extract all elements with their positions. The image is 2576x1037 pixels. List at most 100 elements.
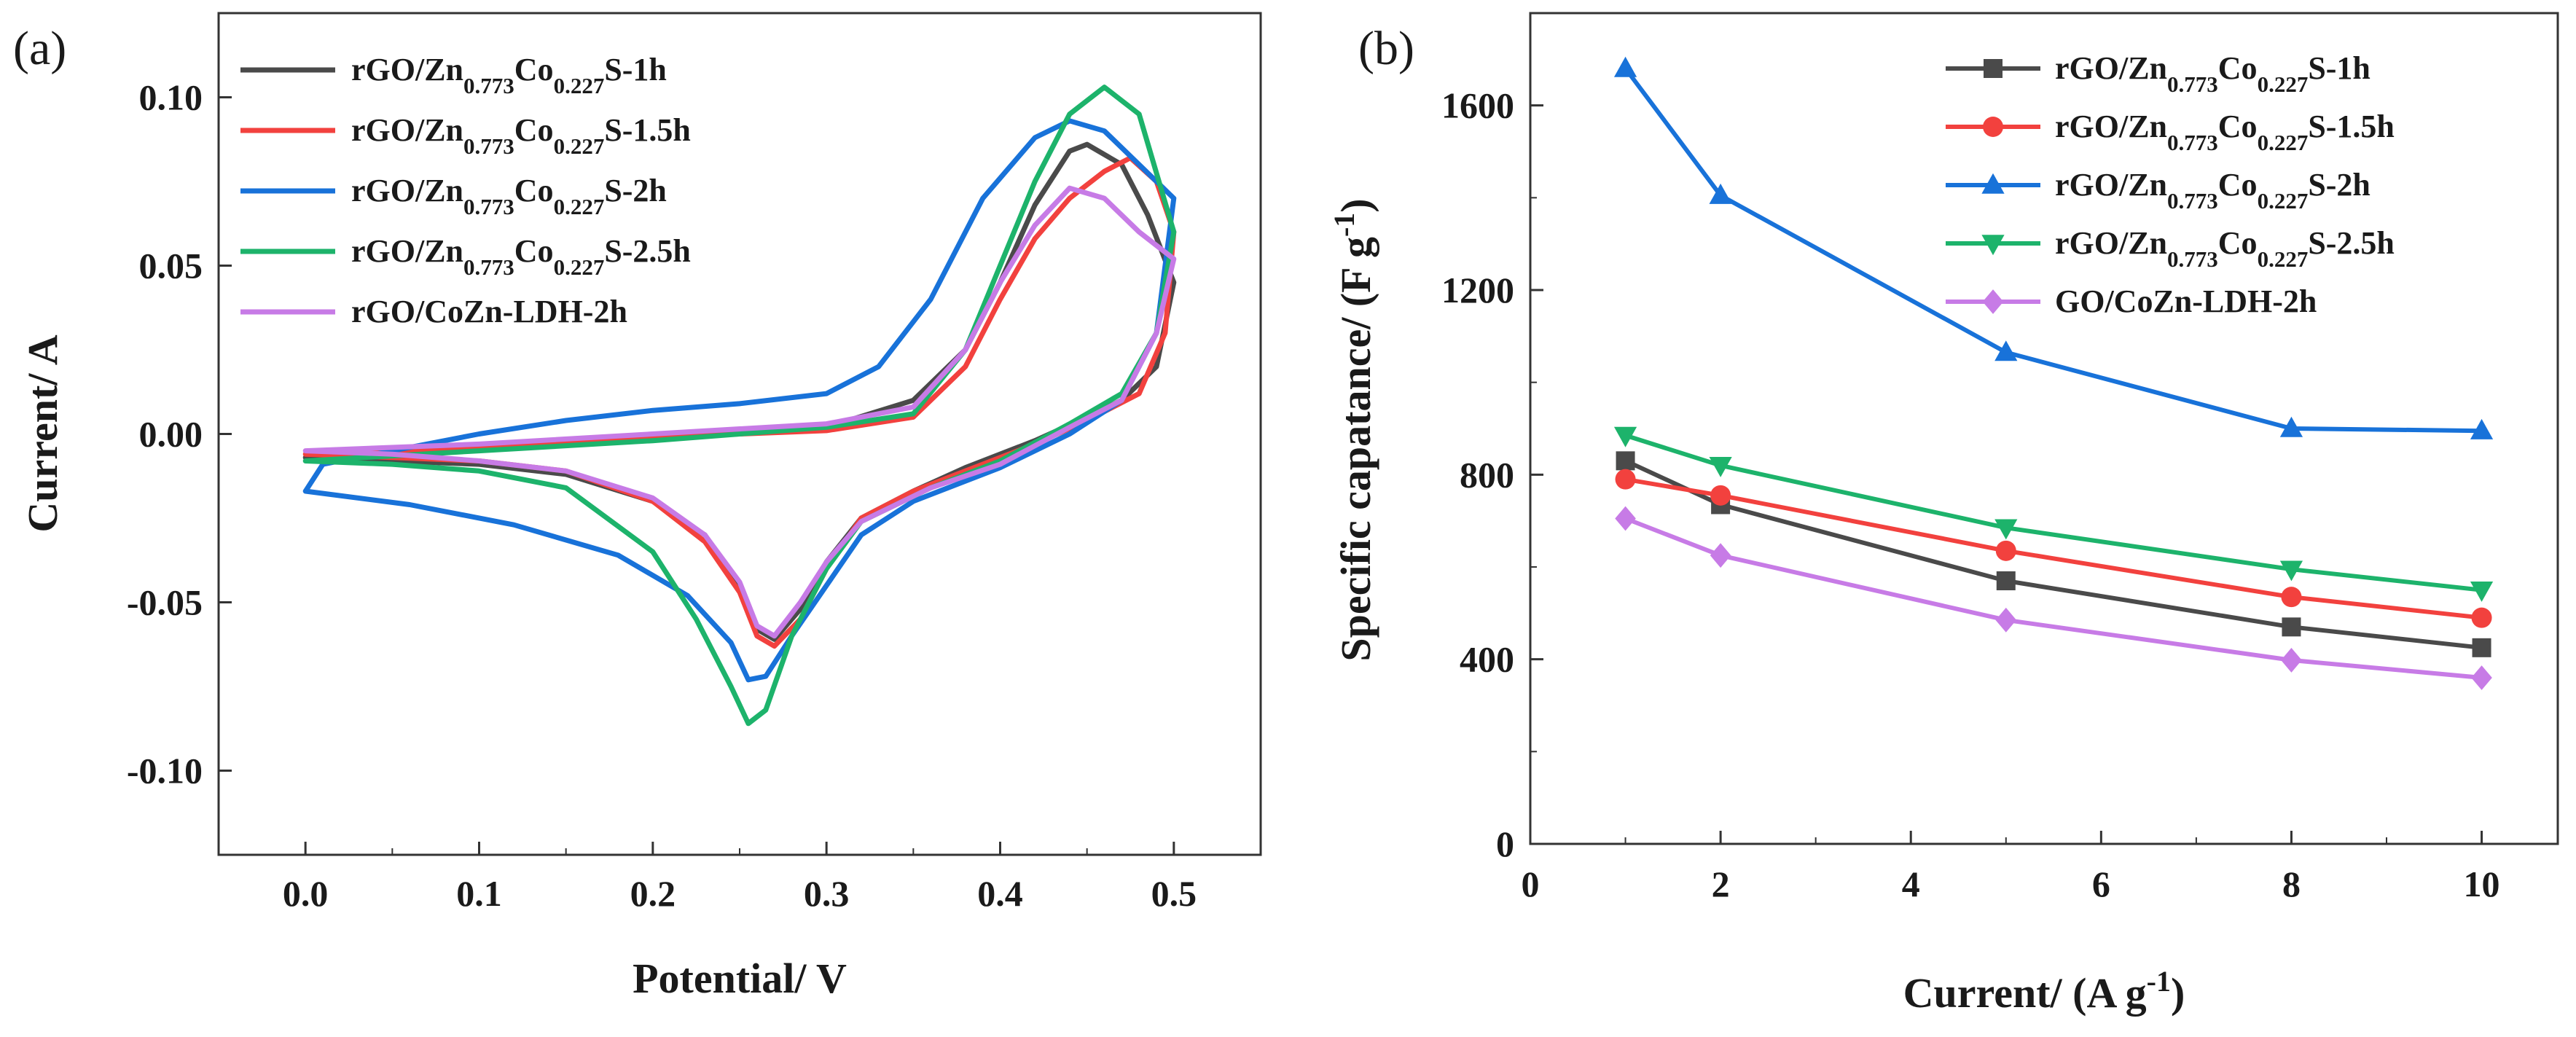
b-ytick-label: 800 (1460, 454, 1514, 495)
b-legend-marker (1984, 59, 2003, 78)
panel-b-ylabel-end: ) (1332, 198, 1379, 212)
b-legend-marker (1983, 117, 2003, 137)
panel-a: (a) 0.0 0.1 0.2 0.3 0.4 0.5 -0.10 -0.05 0.00 0.05… (13, 12, 1262, 1002)
b-legend-text: S-2h (2308, 167, 2371, 203)
a-legend-entry: rGO/Zn0.773Co0.227S-2.5h (351, 233, 691, 280)
b-legend-marker (1982, 289, 2004, 314)
a-ytick-label: 0.00 (139, 414, 203, 455)
b-data-point (2470, 418, 2494, 439)
b-data-point (1615, 469, 1636, 490)
a-legend-text: Co (514, 173, 554, 208)
a-legend-text: Co (514, 52, 554, 87)
a-ytick-label: -0.05 (127, 582, 203, 623)
a-legend-text: rGO/Zn (351, 112, 463, 148)
panel-a-legend: rGO/Zn0.773Co0.227S-1hrGO/Zn0.773Co0.227… (240, 52, 691, 329)
panel-b-frame (1529, 12, 2559, 845)
b-xtick-label: 10 (2464, 864, 2500, 904)
a-ytick-label: -0.10 (127, 751, 203, 791)
b-legend-subscript: 0.227 (2258, 246, 2309, 272)
b-legend-text: Co (2218, 50, 2258, 86)
b-legend-subscript: 0.227 (2258, 130, 2309, 155)
b-data-point (2281, 587, 2302, 608)
b-xtick-label: 0 (1522, 864, 1540, 904)
b-legend-subscript: 0.227 (2258, 71, 2309, 97)
panel-b-label: (b) (1358, 22, 1414, 75)
b-data-point (2472, 638, 2491, 657)
panel-b-series (1613, 56, 2494, 690)
b-data-point (1615, 506, 1636, 531)
b-legend-text: S-1h (2308, 50, 2371, 86)
b-series-line (1624, 458, 2482, 650)
a-legend-subscript: 0.773 (463, 133, 514, 159)
panel-b-xlabel: Current/ (A g-1) (1903, 965, 2185, 1017)
b-data-point (2470, 581, 2494, 602)
b-ytick-label: 0 (1496, 823, 1514, 864)
b-xtick-label: 4 (1902, 864, 1920, 904)
b-legend-entry: rGO/Zn0.773Co0.227S-1.5h (2055, 109, 2395, 155)
a-legend-subscript: 0.227 (554, 133, 605, 159)
panel-b-xlabel-sup: -1 (2147, 965, 2171, 998)
a-legend-text: rGO/Zn (351, 52, 463, 87)
b-legend-entry: GO/CoZn-LDH-2h (2055, 283, 2317, 319)
a-legend-text: S-2h (604, 173, 667, 208)
panel-b-ylabel: Specific capatance/ (F g-1) (1328, 198, 1380, 661)
a-legend-text: rGO/Zn (351, 173, 463, 208)
b-legend-entry: rGO/Zn0.773Co0.227S-1h (2055, 50, 2371, 97)
a-ytick-label: 0.10 (139, 77, 203, 118)
a-legend-text: rGO/Zn (351, 233, 463, 269)
a-legend-subscript: 0.773 (463, 73, 514, 98)
a-xtick-label: 0.1 (456, 873, 502, 914)
b-ytick-label: 400 (1460, 639, 1514, 680)
b-legend-subscript: 0.773 (2167, 188, 2218, 214)
b-series-line (1624, 516, 2482, 680)
a-legend-entry: rGO/Zn0.773Co0.227S-1.5h (351, 112, 691, 159)
b-legend-text: rGO/Zn (2055, 167, 2167, 203)
b-xtick-label: 6 (2092, 864, 2110, 904)
b-legend-subscript: 0.227 (2258, 188, 2309, 214)
b-data-point (1994, 340, 2018, 361)
b-series-line (1625, 477, 2482, 620)
a-legend-subscript: 0.773 (463, 194, 514, 219)
b-legend-marker (1981, 173, 2005, 194)
b-ytick-label: 1200 (1441, 270, 1514, 310)
a-xtick-label: 0.4 (977, 873, 1023, 914)
b-data-point (2471, 607, 2492, 628)
panel-b-ylabel-sup: -1 (1328, 213, 1361, 237)
panel-b-xlabel-main: Current/ (A g (1903, 969, 2147, 1017)
b-data-point (1616, 451, 1635, 471)
b-legend-subscript: 0.773 (2167, 71, 2218, 97)
b-legend-text: GO/CoZn-LDH-2h (2055, 283, 2317, 319)
panel-a-xlabel: Potential/ V (633, 955, 847, 1002)
b-legend-marker (1981, 235, 2005, 256)
panel-b-axes: 0 2 4 6 8 10 0 400 800 1200 1600 (1441, 85, 2500, 904)
b-xtick-label: 8 (2282, 864, 2301, 904)
b-xtick-label: 2 (1712, 864, 1730, 904)
b-data-point (1710, 485, 1731, 506)
panel-b: (b) 0 2 4 6 8 10 0 400 800 1200 1600 Current/ (A g… (1328, 12, 2559, 1017)
b-legend-subscript: 0.773 (2167, 246, 2218, 272)
a-legend-subscript: 0.773 (463, 254, 514, 280)
b-data-point (2279, 560, 2303, 582)
panel-a-series (302, 85, 1177, 727)
panel-b-legend: rGO/Zn0.773Co0.227S-1hrGO/Zn0.773Co0.227… (1946, 50, 2395, 319)
panel-a-label: (a) (13, 22, 66, 75)
a-legend-entry: rGO/CoZn-LDH-2h (351, 294, 627, 329)
a-legend-text: S-1h (604, 52, 667, 87)
b-data-point (1709, 456, 1732, 477)
b-data-point (1994, 519, 2018, 540)
b-legend-text: Co (2218, 167, 2258, 203)
a-ytick-label: 0.05 (139, 246, 203, 286)
b-data-point (1995, 540, 2016, 561)
b-legend-text: rGO/Zn (2055, 50, 2167, 86)
b-data-point (2279, 416, 2303, 437)
b-ytick-label: 1600 (1441, 85, 1514, 126)
b-legend-subscript: 0.773 (2167, 130, 2218, 155)
a-legend-text: S-2.5h (604, 233, 691, 269)
a-series-line (302, 185, 1177, 639)
b-data-point (1613, 56, 1637, 77)
b-legend-text: rGO/Zn (2055, 109, 2167, 144)
a-legend-subscript: 0.227 (554, 254, 605, 280)
panel-a-ylabel: Current/ A (19, 334, 66, 532)
a-series-line (302, 118, 1177, 683)
